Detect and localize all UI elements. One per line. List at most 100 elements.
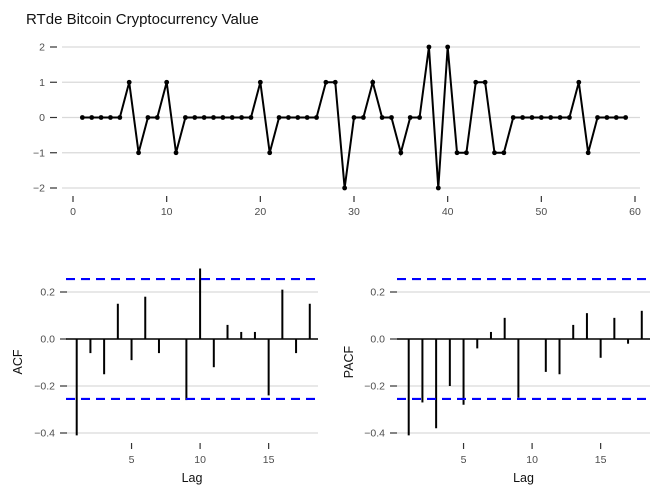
time-series-point (567, 115, 572, 120)
pacf-x-axis-label: Lag (513, 471, 534, 485)
pacf-bars (397, 310, 650, 436)
acf-y-tick-label: −0.2 (34, 381, 55, 393)
pacf-x-tick-label: 15 (595, 454, 607, 466)
time-series-point (117, 115, 123, 120)
time-series-point (435, 185, 441, 191)
pacf-y-tick-label: −0.2 (364, 381, 385, 393)
time-series-point (323, 79, 329, 85)
time-series-point (286, 115, 291, 120)
pacf-confidence-lines (397, 277, 650, 401)
time-series-point (576, 79, 582, 85)
pacf-y-tick-label: 0.2 (370, 287, 385, 299)
time-series-point (398, 150, 404, 156)
time-series-point (239, 115, 245, 120)
time-series-point (98, 115, 104, 120)
acf-y-tick-label: 0.2 (40, 287, 55, 299)
time-series-y-tick-label: −2 (33, 183, 45, 195)
time-series-point (473, 79, 479, 85)
time-series-point (510, 115, 516, 120)
time-series-point (89, 115, 95, 120)
acf-x-axis-label: Lag (182, 471, 203, 485)
time-series-panel: −2 −1 0 1 2 0 10 20 30 40 50 60 (33, 42, 641, 219)
time-series-point (108, 115, 113, 120)
time-series-point (623, 115, 629, 120)
time-series-point (445, 44, 451, 50)
time-series-point (304, 115, 310, 120)
time-series-x-tick-label: 50 (535, 206, 547, 218)
time-series-point (332, 79, 338, 85)
time-series-point (173, 150, 179, 156)
pacf-x-tick-label: 10 (526, 454, 538, 466)
time-series-y-tick-label: 0 (39, 112, 45, 124)
time-series-point (342, 185, 348, 191)
time-series-point (211, 115, 216, 120)
pacf-x-ticks: 5 10 15 (461, 443, 607, 466)
acf-y-axis-label: ACF (11, 349, 25, 374)
time-series-point (370, 79, 376, 85)
time-series-point (426, 44, 432, 50)
time-series-point (183, 115, 188, 120)
time-series-point (229, 115, 235, 120)
pacf-y-tick-label: 0.0 (370, 334, 385, 346)
time-series-x-tick-label: 60 (629, 206, 641, 218)
time-series-point (538, 115, 544, 120)
pacf-panel: −0.4 −0.2 0.0 0.2 5 10 15 Lag PACF (342, 277, 650, 485)
time-series-point (417, 115, 422, 120)
time-series-point (613, 115, 619, 120)
time-series-point (220, 115, 226, 120)
time-series-points (79, 44, 629, 191)
time-series-point (267, 150, 273, 156)
time-series-point (360, 115, 366, 120)
time-series-y-tick-label: 2 (39, 42, 45, 54)
time-series-point (136, 150, 141, 156)
time-series-point (257, 79, 263, 85)
time-series-point (79, 115, 85, 120)
acf-confidence-lines (66, 277, 318, 401)
acf-x-tick-label: 15 (263, 454, 275, 466)
time-series-point (248, 115, 254, 120)
time-series-y-ticks: −2 −1 0 1 2 (33, 42, 57, 195)
time-series-point (595, 115, 600, 120)
time-series-point (192, 115, 198, 120)
time-series-point (464, 150, 469, 156)
time-series-point (145, 115, 151, 120)
time-series-point (154, 115, 160, 120)
time-series-point (201, 115, 207, 120)
time-series-y-tick-label: −1 (33, 147, 45, 159)
time-series-x-tick-label: 40 (442, 206, 454, 218)
time-series-x-tick-label: 30 (348, 206, 360, 218)
acf-y-tick-label: −0.4 (34, 428, 55, 440)
acf-y-ticks: −0.4 −0.2 0.0 0.2 (34, 287, 67, 440)
acf-bars (66, 268, 318, 436)
time-series-point (529, 115, 535, 120)
time-series-point (492, 150, 497, 156)
time-series-point (482, 79, 488, 85)
time-series-point (276, 115, 282, 120)
time-series-point (548, 115, 554, 120)
time-series-point (351, 115, 357, 120)
time-series-point (389, 115, 394, 120)
acf-x-ticks: 5 10 15 (129, 443, 275, 466)
pacf-grid (397, 291, 650, 434)
time-series-point (314, 115, 319, 120)
time-series-point (164, 79, 170, 85)
time-series-x-tick-label: 10 (161, 206, 173, 218)
time-series-point (520, 115, 525, 120)
pacf-y-tick-label: −0.4 (364, 428, 385, 440)
time-series-y-tick-label: 1 (39, 77, 45, 89)
time-series-point (585, 150, 591, 156)
chart-title: RTde Bitcoin Cryptocurrency Value (26, 11, 259, 28)
pacf-x-tick-label: 5 (461, 454, 467, 466)
acf-y-tick-label: 0.0 (40, 334, 55, 346)
time-series-point (295, 115, 301, 120)
pacf-y-ticks: −0.4 −0.2 0.0 0.2 (364, 287, 397, 440)
time-series-x-tick-label: 20 (254, 206, 266, 218)
acf-panel: −0.4 −0.2 0.0 0.2 5 10 15 Lag ACF (11, 268, 318, 485)
time-series-x-tick-label: 0 (70, 206, 76, 218)
time-series-point (604, 115, 610, 120)
acf-x-tick-label: 5 (129, 454, 135, 466)
acf-x-tick-label: 10 (194, 454, 206, 466)
pacf-y-axis-label: PACF (342, 345, 356, 378)
time-series-point (407, 115, 413, 120)
